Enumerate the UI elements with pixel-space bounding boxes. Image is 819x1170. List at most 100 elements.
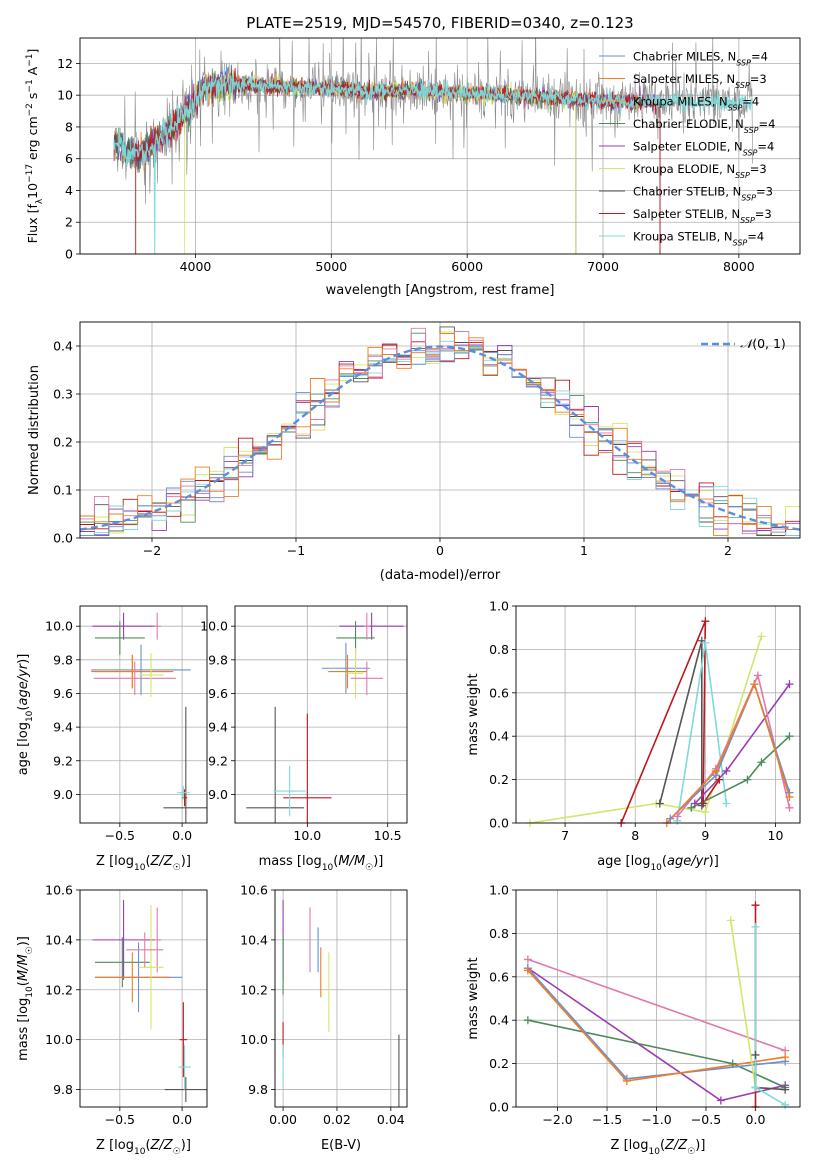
y-tick-label: 10.4 [45,932,73,947]
age-vs-Z-y-axis-label-part: age [log [16,722,31,775]
y-tick-label: 10.6 [240,883,268,898]
legend-label-part: SSP [733,238,748,247]
legend-label-part: Chabrier ELODIE, N [633,117,744,131]
series-line-kroupa_stelib [754,926,786,1106]
axes-frame [79,321,801,539]
age-vs-mass-x-axis-label-part: M/M [338,854,365,869]
axes-frame [515,889,801,1108]
x-tick-label: −1.0 [641,1112,671,1127]
x-tick-label: −0.5 [691,1112,721,1127]
y-tick-label: 9.8 [208,652,228,667]
data-point-salpeter_stelib [701,617,710,626]
data-point-salpeter_miles [781,1053,790,1062]
data-point-chabrier_stelib [781,1085,790,1094]
weight-vs-Z-y-axis-label: mass weight [466,957,481,1039]
chart-spectrum: 4000 5000 6000 7000 8000 0 2 4 6 8 10 12 Chabrier MI… [25,37,801,298]
weight-vs-age-x-axis-label: age [log10(age/yr)] [597,854,719,873]
y-tick-label: 0.6 [489,969,509,984]
weight-vs-Z-x-axis-label-part: Z/Z [664,1138,688,1153]
age-vs-Z-x-axis-label-part: )] [181,854,191,869]
mass-vs-Z-y-axis-label-part: )] [16,936,31,946]
y-tick-label: 4 [65,183,73,198]
y-tick-label: 0.2 [489,772,509,787]
y-tick-label: 9.0 [208,787,228,802]
y-tick-label: 9.8 [53,652,73,667]
residual-histogram-salpeter_miles [80,333,800,537]
y-tick-label: 0 [65,247,73,262]
spectrum-x-axis-label: wavelength [Angstrom, rest frame] [326,283,555,298]
x-tick-label: 0.0 [172,828,192,843]
spectrum-y-axis-label-part: λ [35,198,45,204]
y-tick-label: 8 [65,119,73,134]
axes-frame [274,889,408,1108]
x-tick-label: 6000 [451,259,483,274]
legend-label-part: SSP [736,58,751,67]
mass-vs-Z-y-axis-label-part: ☉ [25,946,35,954]
y-tick-label: 0.1 [53,483,73,498]
mass-vs-Z-x-axis-label-part: Z [log [96,1138,134,1153]
y-tick-label: 0.0 [489,1100,509,1115]
x-tick-label: 7 [561,828,569,843]
y-tick-label: 10.2 [240,982,268,997]
spectrum-y-axis-label: Flux [fλ10−17 erg cm−2 s−1 A−1] [25,49,45,244]
x-tick-label: 1 [580,543,588,558]
legend-label-normal: 𝒩(0, 1) [740,336,786,351]
x-tick-label: −1 [287,543,305,558]
x-tick-label: −2 [143,543,161,558]
weight-vs-Z-x-axis-label-part: Z [log [611,1138,649,1153]
data-point-chabrier_miles [666,814,675,823]
x-tick-label: 10 [768,828,784,843]
legend-label-part: SSP [735,171,750,180]
x-tick-label: 7000 [587,259,619,274]
y-tick-label: 10.2 [45,982,73,997]
series-line-salpeter_stelib [620,620,721,823]
mass-vs-Z-x-axis-label: Z [log10(Z/Z☉)] [96,1138,191,1157]
series-line-salpeter_miles [666,681,791,823]
data-point-salpeter_elodie [785,680,794,689]
age-vs-mass-x-axis-label-part: )] [373,854,383,869]
x-tick-label: 8000 [723,259,755,274]
weight-vs-age-x-axis-label-part: age [log [597,854,650,869]
y-tick-label: 0.0 [489,816,509,831]
legend-label-part: =4 [742,95,759,109]
data-point-chabrier_elodie [785,732,794,741]
data-point-salpeter_stelib [715,775,724,784]
y-tick-label: 9.0 [53,787,73,802]
data-point-chabrier_stelib [697,801,706,810]
y-tick-label: 0.4 [53,339,73,354]
legend-label: Kroupa MILES, NSSP=4 [633,95,759,113]
age-vs-Z-x-axis-label-part: Z/Z [150,854,174,869]
age-vs-Z-x-axis-label-part: ( [145,854,150,869]
x-tick-label: −0.5 [105,828,135,843]
mass-vs-Z-x-axis-label-part: ☉ [173,1147,181,1157]
legend-label-part: SSP [743,148,758,157]
x-tick-label: 10.0 [293,828,321,843]
legend-label: Kroupa STELIB, NSSP=4 [633,230,764,248]
legend-label: Salpeter ELODIE, NSSP=4 [633,140,774,158]
weight-vs-Z-x-axis-label-part: ( [660,1138,665,1153]
data-point-salpeter_miles [750,680,759,689]
legend-label-part: Kroupa STELIB, N [633,230,733,244]
data-point-kroupa_elodie [757,632,766,641]
y-tick-label: 2 [65,215,73,230]
y-tick-label: 0.4 [489,729,509,744]
x-tick-label: 10.5 [374,828,402,843]
x-tick-label: 8 [631,828,639,843]
legend-label-part: =3 [750,72,767,86]
y-tick-label: 0.6 [489,685,509,700]
chart-weight_vs_Z: −2.0 −1.5 −1.0 −0.5 0.0 0.0 0.2 0.4 0.6 0.8 1.0 Z [… [466,883,801,1157]
data-point-salpeter_miles [622,1076,631,1085]
normal-curve [80,345,800,531]
x-tick-label: −0.5 [105,1112,135,1127]
data-point-kroupa_stelib [751,1083,760,1092]
mass-vs-Z-y-axis-label-part: mass [log [16,998,31,1061]
legend-label: Salpeter MILES, NSSP=3 [633,72,767,90]
spectrum-y-axis-label-part: s [25,93,40,104]
axes-frame [234,605,408,824]
data-point-kroupa_stelib [722,799,731,808]
weight-vs-age-x-axis-label-part: )] [709,854,719,869]
data-point-chabrier_elodie [757,758,766,767]
legend-label-part: =3 [756,185,773,199]
